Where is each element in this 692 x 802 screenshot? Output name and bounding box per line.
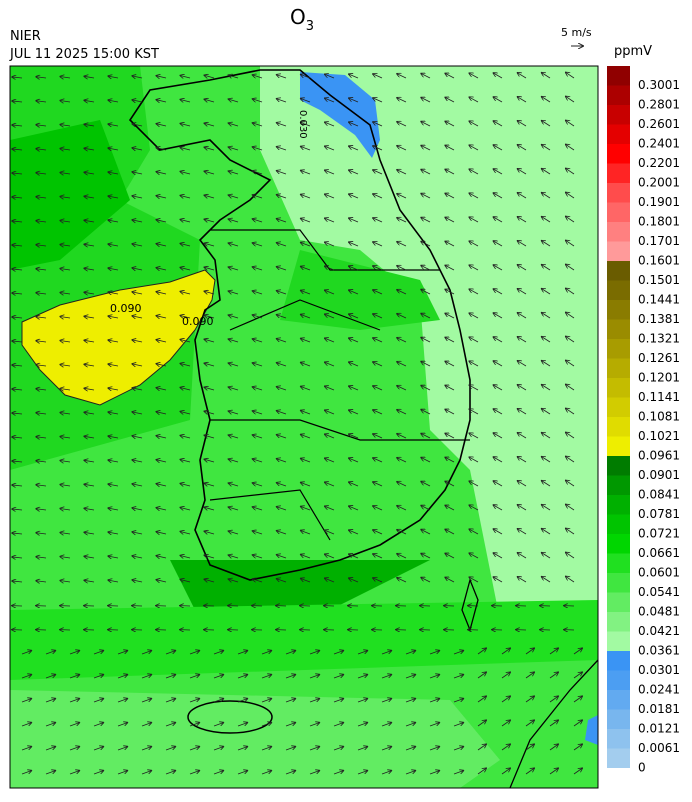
colorbar-label: 0.2001 [638, 176, 680, 190]
contour-label: 0.090 [182, 315, 214, 328]
colorbar-swatch [607, 378, 630, 398]
colorbar-label: 0.0661 [638, 546, 680, 560]
colorbar-label: 0.0181 [638, 702, 680, 716]
colorbar-label: 0.3001 [638, 78, 680, 92]
colorbar-swatch [607, 729, 630, 749]
colorbar-swatch [607, 690, 630, 710]
colorbar-swatch [607, 125, 630, 145]
colorbar-label: 0.0721 [638, 527, 680, 541]
colorbar-swatch [607, 632, 630, 652]
colorbar-label: 0.1261 [638, 351, 680, 365]
colorbar-unit: ppmV [614, 44, 652, 59]
colorbar-label: 0.1701 [638, 234, 680, 248]
colorbar-label: 0.1201 [638, 371, 680, 385]
colorbar-swatch [607, 593, 630, 613]
colorbar-swatch [607, 671, 630, 691]
colorbar-swatch [607, 534, 630, 554]
colorbar-label: 0.0841 [638, 488, 680, 502]
colorbar-swatch [607, 398, 630, 418]
colorbar-label: 0.2401 [638, 137, 680, 151]
colorbar-swatch [607, 554, 630, 574]
colorbar-label: 0 [638, 761, 646, 775]
colorbar-label: 0.1441 [638, 293, 680, 307]
colorbar-swatch [607, 476, 630, 496]
colorbar-label: 0.1141 [638, 390, 680, 404]
colorbar-swatch [607, 749, 630, 769]
colorbar-swatch [607, 300, 630, 320]
colorbar-label: 0.1601 [638, 254, 680, 268]
contour-label: 0.030 [297, 110, 308, 139]
colorbar-label: 0.1381 [638, 312, 680, 326]
colorbar-swatch [607, 417, 630, 437]
colorbar-swatch [607, 339, 630, 359]
colorbar-label: 0.1021 [638, 429, 680, 443]
colorbar-label: 0.1801 [638, 215, 680, 229]
colorbar-swatch [607, 222, 630, 242]
colorbar: 0 0.0061 0.0121 0.0181 0.0241 0.0301 0.0361 0.0… [607, 66, 680, 775]
source: NIER [10, 29, 41, 44]
contour-label: 0.090 [110, 302, 142, 315]
colorbar-label: 0.0781 [638, 507, 680, 521]
colorbar-label: 0.0601 [638, 566, 680, 580]
map: 0.090 0.090 0.030 [10, 66, 598, 788]
colorbar-label: 0.0061 [638, 741, 680, 755]
colorbar-label: 0.1901 [638, 195, 680, 209]
colorbar-swatch [607, 437, 630, 457]
colorbar-swatch [607, 612, 630, 632]
colorbar-label: 0.2201 [638, 156, 680, 170]
colorbar-swatch [607, 651, 630, 671]
colorbar-swatch [607, 86, 630, 106]
colorbar-swatch [607, 495, 630, 515]
wind-scale: 5 m/s [561, 26, 592, 39]
colorbar-swatch [607, 710, 630, 730]
colorbar-swatch [607, 164, 630, 184]
colorbar-swatch [607, 66, 630, 86]
colorbar-swatch [607, 242, 630, 262]
colorbar-label: 0.1081 [638, 410, 680, 424]
colorbar-label: 0.0541 [638, 585, 680, 599]
colorbar-label: 0.0241 [638, 683, 680, 697]
colorbar-label: 0.0421 [638, 624, 680, 638]
colorbar-label: 0.1501 [638, 273, 680, 287]
colorbar-swatch [607, 105, 630, 125]
datetime: JUL 11 2025 15:00 KST [9, 47, 159, 62]
colorbar-label: 0.0121 [638, 722, 680, 736]
colorbar-swatch [607, 573, 630, 593]
colorbar-label: 0.2801 [638, 98, 680, 112]
colorbar-label: 0.1321 [638, 332, 680, 346]
colorbar-label: 0.0301 [638, 663, 680, 677]
colorbar-swatch [607, 261, 630, 281]
colorbar-swatch [607, 281, 630, 301]
colorbar-label: 0.0961 [638, 449, 680, 463]
colorbar-label: 0.2601 [638, 117, 680, 131]
title: O3 [290, 5, 314, 34]
colorbar-label: 0.0361 [638, 644, 680, 658]
colorbar-swatch [607, 456, 630, 476]
colorbar-swatch [607, 359, 630, 379]
colorbar-label: 0.0901 [638, 468, 680, 482]
colorbar-swatch [607, 320, 630, 340]
colorbar-swatch [607, 515, 630, 535]
colorbar-label: 0.0481 [638, 605, 680, 619]
colorbar-swatch [607, 203, 630, 223]
colorbar-swatch [607, 144, 630, 164]
colorbar-swatch [607, 183, 630, 203]
